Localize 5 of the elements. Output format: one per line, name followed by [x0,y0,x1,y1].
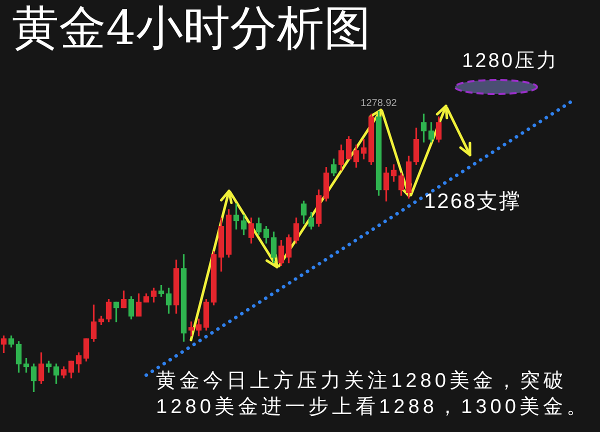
chart-title: 黄金4小时分析图 [12,1,371,56]
text: 1278.92 [360,98,397,110]
annotation: 黄金今日上方压力关注1280美金，突破 1280美金进一步上看1288，1300美金。 [156,369,590,420]
annotation: 1268支撑 [424,189,522,214]
text: 1280压力 [462,49,558,73]
